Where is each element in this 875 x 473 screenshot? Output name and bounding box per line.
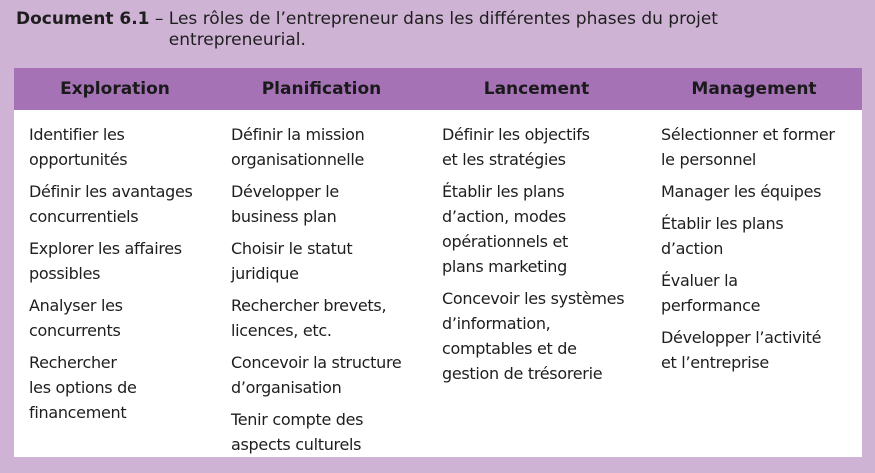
list-item: Développer l’activité et l’entreprise <box>661 325 862 375</box>
list-item: Concevoir les systèmes d’information, comp… <box>442 286 646 386</box>
roles-table: Exploration Planification Lancement Mana… <box>14 68 862 457</box>
list-item-line: Sélectionner et former <box>661 125 835 144</box>
list-item-line: Concevoir les systèmes <box>442 289 625 308</box>
list-item-line: organisationnelle <box>231 150 365 169</box>
list-item-line: d’action <box>661 239 724 258</box>
list-item-line: Évaluer la <box>661 271 738 290</box>
list-item: Établir les plans d’action <box>661 211 862 261</box>
list-item-line: Définir les avantages <box>29 182 193 201</box>
list-item-line: performance <box>661 296 761 315</box>
list-item-line: Analyser les <box>29 296 123 315</box>
list-item: Explorer les affaires possibles <box>29 236 216 286</box>
list-item-line: d’action, modes <box>442 207 566 226</box>
list-item-line: possibles <box>29 264 101 283</box>
list-item: Définir les objectifs et les stratégies <box>442 122 646 172</box>
list-item: Définir les avantages concurrentiels <box>29 179 216 229</box>
list-item-line: Manager les équipes <box>661 182 822 201</box>
list-item-line: Établir les plans <box>661 214 784 233</box>
list-item: Tenir compte des aspects culturels <box>231 407 427 457</box>
list-item-line: financement <box>29 403 127 422</box>
document-caption: Document 6.1 – Les rôles de l’entreprene… <box>16 9 856 51</box>
list-item-line: licences, etc. <box>231 321 332 340</box>
list-item-line: concurrents <box>29 321 121 340</box>
list-item-line: plans marketing <box>442 257 567 276</box>
list-item-line: d’organisation <box>231 378 342 397</box>
list-item-line: les options de <box>29 378 137 397</box>
list-item-line: Développer le <box>231 182 339 201</box>
list-item: Développer le business plan <box>231 179 427 229</box>
list-item-line: Établir les plans <box>442 182 565 201</box>
list-item: Choisir le statut juridique <box>231 236 427 286</box>
list-item-line: comptables et de <box>442 339 577 358</box>
list-item: Concevoir la structure d’organisation <box>231 350 427 400</box>
list-item: Établir les plans d’action, modes opératio… <box>442 179 646 279</box>
list-item-line: Identifier les <box>29 125 125 144</box>
table-body: Identifier les opportunités Définir les av… <box>14 110 862 464</box>
list-item-line: gestion de trésorerie <box>442 364 603 383</box>
list-item: Manager les équipes <box>661 179 862 204</box>
list-item-line: business plan <box>231 207 337 226</box>
list-item: Définir la mission organisationnelle <box>231 122 427 172</box>
header-exploration: Exploration <box>60 79 170 99</box>
list-item-line: Tenir compte des <box>231 410 364 429</box>
list-item-line: le personnel <box>661 150 757 169</box>
list-item-line: aspects culturels <box>231 435 362 454</box>
header-planification: Planification <box>261 79 382 99</box>
header-lancement: Lancement <box>483 79 590 99</box>
list-item-line: Concevoir la structure <box>231 353 402 372</box>
list-item-line: Développer l’activité <box>661 328 822 347</box>
list-item-line: Choisir le statut <box>231 239 353 258</box>
column-management: Sélectionner et former le personnel Manage… <box>646 122 862 464</box>
caption-text: Les rôles de l’entrepreneur dans les dif… <box>168 9 718 50</box>
list-item-line: et les stratégies <box>442 150 566 169</box>
list-item-line: Explorer les affaires <box>29 239 182 258</box>
list-item-line: Rechercher brevets, <box>231 296 387 315</box>
list-item: Analyser les concurrents <box>29 293 216 343</box>
column-exploration: Identifier les opportunités Définir les av… <box>14 122 216 464</box>
list-item-line: juridique <box>231 264 299 283</box>
list-item: Sélectionner et former le personnel <box>661 122 862 172</box>
caption-dash: – <box>149 9 169 29</box>
caption-label: Document 6.1 <box>16 9 150 29</box>
list-item-line: opportunités <box>29 150 128 169</box>
list-item-line: Rechercher <box>29 353 117 372</box>
list-item-line: opérationnels et <box>442 232 568 251</box>
list-item-line: et l’entreprise <box>661 353 769 372</box>
column-planification: Définir la mission organisationnelle Dével… <box>216 122 427 464</box>
list-item: Rechercher les options de financement <box>29 350 216 425</box>
table-header-row: Exploration Planification Lancement Mana… <box>14 68 862 110</box>
list-item-line: d’information, <box>442 314 551 333</box>
list-item: Rechercher brevets, licences, etc. <box>231 293 427 343</box>
list-item-line: Définir la mission <box>231 125 365 144</box>
header-management: Management <box>691 79 817 99</box>
list-item-line: Définir les objectifs <box>442 125 590 144</box>
list-item-line: concurrentiels <box>29 207 139 226</box>
list-item: Évaluer la performance <box>661 268 862 318</box>
list-item: Identifier les opportunités <box>29 122 216 172</box>
column-lancement: Définir les objectifs et les stratégies Ét… <box>427 122 646 464</box>
